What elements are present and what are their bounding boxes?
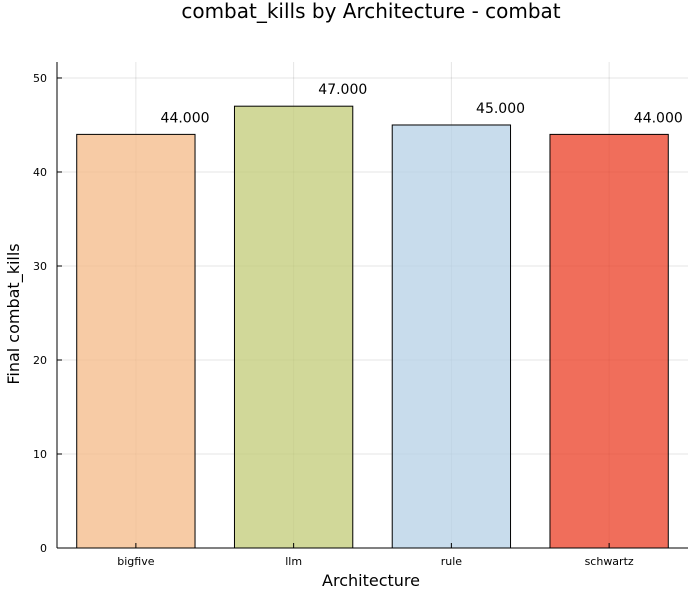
bar-llm <box>233 105 354 549</box>
y-tick-label: 50 <box>33 72 47 85</box>
bar-bigfive <box>76 133 196 549</box>
y-tick-label: 20 <box>33 354 47 367</box>
y-axis-label: Final combat_kills <box>4 243 24 384</box>
data-label: 44.000 <box>161 110 210 126</box>
bar-rule <box>391 124 512 549</box>
data-label: 44.000 <box>634 110 683 126</box>
y-tick-label: 10 <box>33 448 47 461</box>
data-label: 47.000 <box>318 82 367 98</box>
y-tick-label: 40 <box>33 166 47 179</box>
x-tick-label: bigfive <box>117 555 154 568</box>
x-axis-label: Architecture <box>322 571 420 590</box>
chart-title: combat_kills by Architecture - combat <box>181 0 560 23</box>
bar-schwartz <box>549 133 669 549</box>
y-tick-label: 0 <box>40 542 47 555</box>
axes <box>56 62 688 549</box>
data-label: 45.000 <box>476 101 525 117</box>
data-labels: 44.000 47.000 45.000 44.000 <box>161 82 683 126</box>
x-tick-label: schwartz <box>585 555 634 568</box>
x-tick-label: llm <box>285 555 302 568</box>
x-tick-labels: bigfive llm rule schwartz <box>117 543 634 568</box>
x-tick-label: rule <box>441 555 463 568</box>
y-tick-label: 30 <box>33 260 47 273</box>
y-tick-labels: 0 10 20 30 40 50 <box>33 72 62 555</box>
